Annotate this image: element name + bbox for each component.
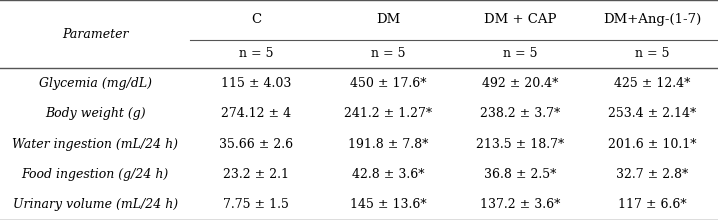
Text: Parameter: Parameter bbox=[62, 28, 129, 41]
Text: n = 5: n = 5 bbox=[239, 47, 274, 60]
Text: 23.2 ± 2.1: 23.2 ± 2.1 bbox=[223, 168, 289, 181]
Text: 201.6 ± 10.1*: 201.6 ± 10.1* bbox=[607, 138, 696, 151]
Text: 32.7 ± 2.8*: 32.7 ± 2.8* bbox=[616, 168, 688, 181]
Text: 425 ± 12.4*: 425 ± 12.4* bbox=[614, 77, 690, 90]
Text: 7.75 ± 1.5: 7.75 ± 1.5 bbox=[223, 198, 289, 211]
Text: n = 5: n = 5 bbox=[503, 47, 537, 60]
Text: C: C bbox=[251, 13, 261, 26]
Text: 450 ± 17.6*: 450 ± 17.6* bbox=[350, 77, 426, 90]
Text: Water ingestion (mL/24 h): Water ingestion (mL/24 h) bbox=[12, 138, 178, 151]
Text: 137.2 ± 3.6*: 137.2 ± 3.6* bbox=[480, 198, 560, 211]
Text: DM + CAP: DM + CAP bbox=[484, 13, 556, 26]
Text: Glycemia (mg/dL): Glycemia (mg/dL) bbox=[39, 77, 151, 90]
Text: 213.5 ± 18.7*: 213.5 ± 18.7* bbox=[476, 138, 564, 151]
Text: 253.4 ± 2.14*: 253.4 ± 2.14* bbox=[608, 107, 696, 120]
Text: n = 5: n = 5 bbox=[635, 47, 669, 60]
Text: DM: DM bbox=[376, 13, 401, 26]
Text: Body weight (g): Body weight (g) bbox=[45, 107, 146, 120]
Text: n = 5: n = 5 bbox=[371, 47, 406, 60]
Text: 117 ± 6.6*: 117 ± 6.6* bbox=[617, 198, 686, 211]
Text: 238.2 ± 3.7*: 238.2 ± 3.7* bbox=[480, 107, 560, 120]
Text: 36.8 ± 2.5*: 36.8 ± 2.5* bbox=[484, 168, 556, 181]
Text: 42.8 ± 3.6*: 42.8 ± 3.6* bbox=[352, 168, 424, 181]
Text: Urinary volume (mL/24 h): Urinary volume (mL/24 h) bbox=[13, 198, 177, 211]
Text: 191.8 ± 7.8*: 191.8 ± 7.8* bbox=[348, 138, 429, 151]
Text: 115 ± 4.03: 115 ± 4.03 bbox=[221, 77, 292, 90]
Text: 241.2 ± 1.27*: 241.2 ± 1.27* bbox=[344, 107, 432, 120]
Text: Food ingestion (g/24 h): Food ingestion (g/24 h) bbox=[22, 168, 169, 181]
Text: 145 ± 13.6*: 145 ± 13.6* bbox=[350, 198, 426, 211]
Text: 35.66 ± 2.6: 35.66 ± 2.6 bbox=[219, 138, 293, 151]
Text: 274.12 ± 4: 274.12 ± 4 bbox=[221, 107, 292, 120]
Text: 492 ± 20.4*: 492 ± 20.4* bbox=[482, 77, 559, 90]
Text: DM+Ang-(1-7): DM+Ang-(1-7) bbox=[603, 13, 701, 26]
